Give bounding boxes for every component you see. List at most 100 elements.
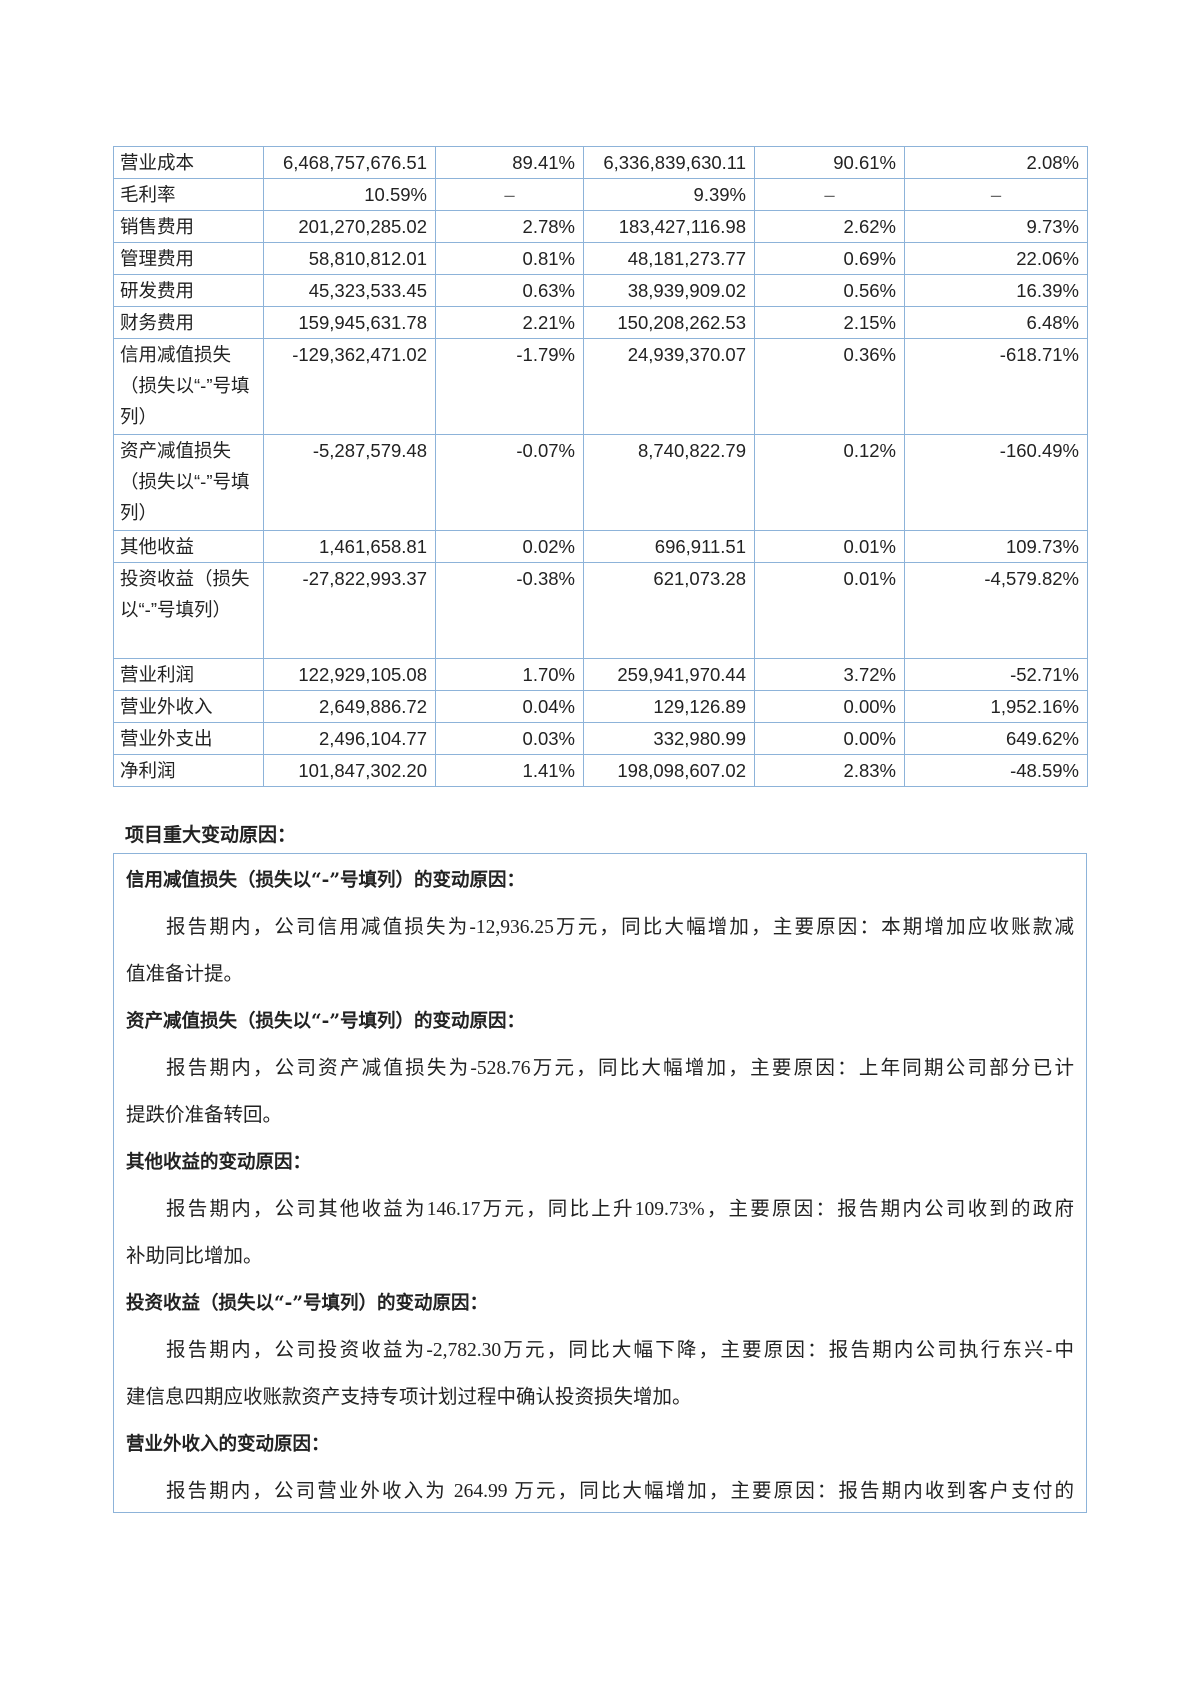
row-label: 财务费用: [113, 306, 264, 339]
prior-ratio: 0.12%: [754, 434, 905, 531]
prior-amount: 9.39%: [583, 178, 755, 211]
row-label: 营业成本: [113, 146, 264, 179]
prior-ratio: 0.00%: [754, 722, 905, 755]
current-ratio: 1.41%: [435, 754, 584, 787]
current-amount: 122,929,105.08: [263, 658, 436, 691]
prior-amount: 6,336,839,630.11: [583, 146, 755, 179]
row-label: 研发费用: [113, 274, 264, 307]
current-ratio: 0.81%: [435, 242, 584, 275]
yoy-change: –: [904, 178, 1088, 211]
table-row: 研发费用 45,323,533.45 0.63% 38,939,909.02 0.56%…: [113, 274, 1088, 307]
current-ratio: 0.63%: [435, 274, 584, 307]
reason-text-line: 补助同比增加。: [126, 1246, 263, 1267]
row-label: 其他收益: [113, 530, 264, 563]
table-row: 资产减值损失（损失以“-”号填列） -5,287,579.48 -0.07% 8,74…: [113, 434, 1088, 531]
current-amount: -27,822,993.37: [263, 562, 436, 659]
current-ratio: 0.02%: [435, 530, 584, 563]
current-amount: 1,461,658.81: [263, 530, 436, 563]
row-label: 净利润: [113, 754, 264, 787]
current-amount: 159,945,631.78: [263, 306, 436, 339]
prior-amount: 8,740,822.79: [583, 434, 755, 531]
prior-ratio: 0.01%: [754, 530, 905, 563]
table-row: 信用减值损失（损失以“-”号填列） -129,362,471.02 -1.79% 24…: [113, 338, 1088, 435]
table-row: 营业外收入 2,649,886.72 0.04% 129,126.89 0.00% 1,9…: [113, 690, 1088, 723]
current-ratio: 0.04%: [435, 690, 584, 723]
prior-ratio: –: [754, 178, 905, 211]
reason-text-line: 报告期内，公司信用减值损失为-12,936.25万元，同比大幅增加，主要原因：本…: [166, 917, 1074, 938]
current-ratio: -1.79%: [435, 338, 584, 435]
current-ratio: 2.21%: [435, 306, 584, 339]
table-row: 管理费用 58,810,812.01 0.81% 48,181,273.77 0.69%…: [113, 242, 1088, 275]
yoy-change: 16.39%: [904, 274, 1088, 307]
table-row: 其他收益 1,461,658.81 0.02% 696,911.51 0.01% 109.…: [113, 530, 1088, 563]
table-row: 财务费用 159,945,631.78 2.21% 150,208,262.53 2.1…: [113, 306, 1088, 339]
current-ratio: 89.41%: [435, 146, 584, 179]
reasons-heading: 项目重大变动原因：: [125, 824, 297, 846]
prior-ratio: 2.15%: [754, 306, 905, 339]
current-amount: -5,287,579.48: [263, 434, 436, 531]
yoy-change: 9.73%: [904, 210, 1088, 243]
table-row: 营业成本 6,468,757,676.51 89.41% 6,336,839,630.…: [113, 146, 1088, 179]
yoy-change: -48.59%: [904, 754, 1088, 787]
prior-amount: 696,911.51: [583, 530, 755, 563]
yoy-change: -618.71%: [904, 338, 1088, 435]
table-row: 投资收益（损失以“-”号填列） -27,822,993.37 -0.38% 621,0…: [113, 562, 1088, 659]
prior-amount: 48,181,273.77: [583, 242, 755, 275]
row-label: 毛利率: [113, 178, 264, 211]
prior-amount: 129,126.89: [583, 690, 755, 723]
yoy-change: 109.73%: [904, 530, 1088, 563]
current-ratio: –: [435, 178, 584, 211]
table-row: 净利润 101,847,302.20 1.41% 198,098,607.02 2.83…: [113, 754, 1088, 787]
prior-amount: 621,073.28: [583, 562, 755, 659]
current-ratio: -0.07%: [435, 434, 584, 531]
prior-amount: 259,941,970.44: [583, 658, 755, 691]
prior-amount: 332,980.99: [583, 722, 755, 755]
current-amount: 101,847,302.20: [263, 754, 436, 787]
prior-ratio: 2.62%: [754, 210, 905, 243]
current-ratio: 1.70%: [435, 658, 584, 691]
reason-text-line: 报告期内，公司投资收益为-2,782.30万元，同比大幅下降，主要原因：报告期内…: [166, 1340, 1074, 1361]
current-amount: 10.59%: [263, 178, 436, 211]
reasons-box: 信用减值损失（损失以“-”号填列）的变动原因： 报告期内，公司信用减值损失为-12…: [113, 853, 1087, 1513]
table-row: 销售费用 201,270,285.02 2.78% 183,427,116.98 2.6…: [113, 210, 1088, 243]
current-amount: 201,270,285.02: [263, 210, 436, 243]
yoy-change: 1,952.16%: [904, 690, 1088, 723]
reason-text-line: 报告期内，公司其他收益为146.17万元，同比上升109.73%，主要原因：报告…: [166, 1199, 1074, 1220]
current-amount: 6,468,757,676.51: [263, 146, 436, 179]
prior-ratio: 3.72%: [754, 658, 905, 691]
reason-title: 营业外收入的变动原因：: [126, 1434, 330, 1455]
prior-ratio: 0.01%: [754, 562, 905, 659]
reason-text-line: 建信息四期应收账款资产支持专项计划过程中确认投资损失增加。: [126, 1387, 692, 1408]
prior-amount: 183,427,116.98: [583, 210, 755, 243]
prior-ratio: 0.56%: [754, 274, 905, 307]
reason-text-line: 报告期内，公司资产减值损失为-528.76万元，同比大幅增加，主要原因：上年同期…: [166, 1058, 1074, 1079]
table-row: 营业外支出 2,496,104.77 0.03% 332,980.99 0.00% 649…: [113, 722, 1088, 755]
reason-text-line: 报告期内，公司营业外收入为 264.99 万元，同比大幅增加，主要原因：报告期内…: [166, 1481, 1074, 1502]
current-amount: 2,496,104.77: [263, 722, 436, 755]
prior-ratio: 90.61%: [754, 146, 905, 179]
prior-ratio: 0.00%: [754, 690, 905, 723]
current-amount: 58,810,812.01: [263, 242, 436, 275]
yoy-change: -160.49%: [904, 434, 1088, 531]
reason-title: 信用减值损失（损失以“-”号填列）的变动原因：: [126, 870, 525, 891]
row-label: 投资收益（损失以“-”号填列）: [113, 562, 264, 659]
current-ratio: 2.78%: [435, 210, 584, 243]
yoy-change: 2.08%: [904, 146, 1088, 179]
prior-amount: 24,939,370.07: [583, 338, 755, 435]
reason-title: 资产减值损失（损失以“-”号填列）的变动原因：: [126, 1011, 525, 1032]
reason-text-line: 值准备计提。: [126, 964, 244, 985]
row-label: 管理费用: [113, 242, 264, 275]
yoy-change: -52.71%: [904, 658, 1088, 691]
yoy-change: -4,579.82%: [904, 562, 1088, 659]
prior-ratio: 2.83%: [754, 754, 905, 787]
row-label: 信用减值损失（损失以“-”号填列）: [113, 338, 264, 435]
yoy-change: 22.06%: [904, 242, 1088, 275]
row-label: 销售费用: [113, 210, 264, 243]
prior-amount: 150,208,262.53: [583, 306, 755, 339]
reason-title: 投资收益（损失以“-”号填列）的变动原因：: [126, 1293, 488, 1314]
reason-title: 其他收益的变动原因：: [126, 1152, 312, 1173]
prior-amount: 198,098,607.02: [583, 754, 755, 787]
current-ratio: -0.38%: [435, 562, 584, 659]
row-label: 营业外支出: [113, 722, 264, 755]
current-amount: 2,649,886.72: [263, 690, 436, 723]
